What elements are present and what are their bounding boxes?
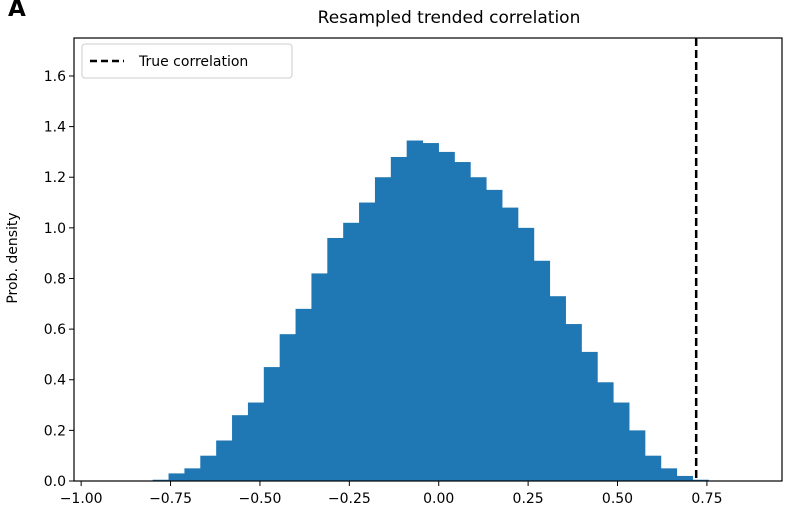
x-tick-label: 0.25 (513, 491, 544, 507)
histogram-bar (644, 455, 662, 481)
histogram-bar (549, 296, 566, 481)
y-tick-label: 0.4 (44, 373, 66, 389)
histogram-bar (517, 227, 535, 481)
x-tick-label: −0.50 (238, 491, 281, 507)
x-tick-label: 0.75 (691, 491, 722, 507)
histogram-bar (184, 468, 201, 481)
y-tick-label: 1.0 (44, 221, 66, 237)
histogram-bar (628, 430, 646, 481)
histogram-bar (406, 140, 424, 481)
histogram-bar (613, 402, 630, 481)
histogram-bar (581, 351, 598, 481)
x-tick-label: 0.00 (423, 491, 454, 507)
histogram-bar (533, 260, 551, 481)
y-tick-label: 1.2 (44, 170, 66, 186)
y-tick-label: 0.8 (44, 271, 66, 287)
histogram-bar (660, 468, 678, 481)
histogram-bar (247, 402, 265, 481)
histogram-bar (200, 455, 217, 481)
y-axis-ticks: 0.0 0.2 0.4 0.6 0.8 1.0 1.2 1.4 1.6 (44, 69, 74, 490)
histogram-bar (501, 207, 519, 481)
histogram-bar (295, 308, 312, 481)
histogram-bar (486, 189, 503, 481)
panel-letter: A (8, 0, 26, 22)
histogram-bar (279, 334, 297, 481)
y-tick-label: 1.6 (44, 69, 66, 85)
legend: True correlation (81, 43, 293, 79)
y-tick-label: 0.0 (44, 474, 66, 490)
histogram-bars (152, 140, 709, 482)
histogram-bar (311, 273, 328, 481)
x-axis-ticks: −1.00 −0.75 −0.50 −0.25 0.00 0.25 0.50 0.75 (60, 481, 722, 507)
x-tick-label: −0.75 (149, 491, 192, 507)
y-tick-label: 0.2 (44, 423, 66, 439)
chart-title: Resampled trended correlation (318, 8, 581, 28)
legend-box (81, 43, 293, 79)
histogram-bar (168, 473, 185, 481)
histogram-bar (343, 222, 360, 481)
x-tick-label: 0.50 (602, 491, 633, 507)
histogram-bar (359, 202, 376, 482)
histogram-bar (454, 162, 471, 482)
y-tick-label: 1.4 (44, 120, 66, 136)
histogram-bar (327, 237, 344, 481)
y-axis-label: Prob. density (5, 212, 21, 303)
histogram-bar (470, 177, 487, 481)
x-tick-label: −0.25 (328, 491, 371, 507)
histogram-bar (232, 415, 249, 481)
histogram-bar (374, 177, 392, 481)
histogram-bar (597, 382, 614, 481)
histogram-bar (390, 156, 408, 481)
y-tick-label: 0.6 (44, 322, 66, 338)
histogram-bar (438, 151, 455, 481)
histogram-bar (565, 324, 582, 481)
plot-frame (73, 37, 783, 482)
histogram-bar (263, 367, 281, 481)
histogram-bar (692, 479, 709, 481)
histogram-bar (216, 440, 233, 481)
histogram-bar (152, 479, 170, 481)
histogram-bar (676, 475, 693, 481)
x-tick-label: −1.00 (60, 491, 103, 507)
legend-label: True correlation (138, 54, 248, 70)
histogram-bar (422, 143, 439, 481)
